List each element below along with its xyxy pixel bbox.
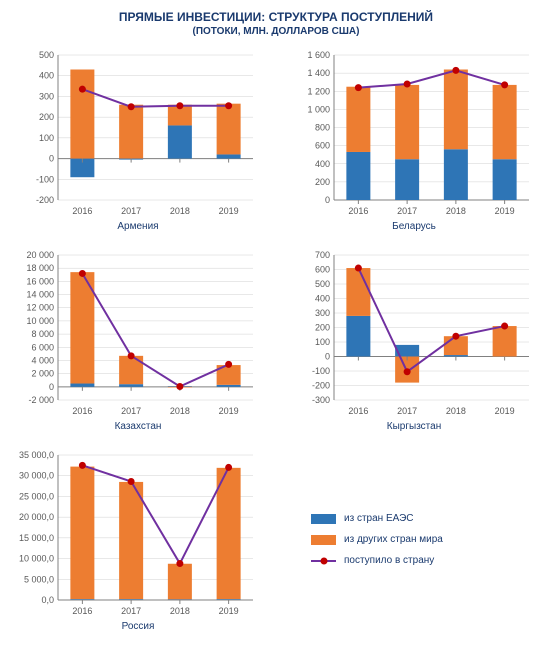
svg-text:2017: 2017 bbox=[397, 206, 417, 216]
svg-text:25 000,0: 25 000,0 bbox=[19, 491, 54, 501]
chart-country-label: Армения bbox=[117, 221, 158, 232]
svg-text:-2 000: -2 000 bbox=[28, 395, 54, 405]
svg-text:35 000,0: 35 000,0 bbox=[19, 450, 54, 460]
page-title: ПРЯМЫЕ ИНВЕСТИЦИИ: СТРУКТУРА ПОСТУПЛЕНИЙ bbox=[10, 10, 542, 24]
chart-Армения: -200 -100 0 100 200 300 400 500 2016 2017 2018 2019 bbox=[13, 47, 263, 217]
page-subtitle: (ПОТОКИ, МЛН. ДОЛЛАРОВ США) bbox=[10, 26, 542, 37]
svg-text:2018: 2018 bbox=[170, 406, 190, 416]
svg-text:2019: 2019 bbox=[219, 406, 239, 416]
legend-label: поступило в страну bbox=[344, 555, 434, 566]
chart-Кыргызстан: -300 -200 -100 0 100 200 300 400 500 600 700 2016 20… bbox=[289, 247, 539, 417]
legend-label: из стран ЕАЭС bbox=[344, 513, 413, 524]
svg-text:2017: 2017 bbox=[121, 406, 141, 416]
svg-text:800: 800 bbox=[315, 123, 330, 133]
svg-text:-200: -200 bbox=[312, 381, 330, 391]
legend-label: из других стран мира bbox=[344, 534, 443, 545]
svg-text:2016: 2016 bbox=[72, 406, 92, 416]
svg-text:5 000,0: 5 000,0 bbox=[24, 574, 54, 584]
svg-text:2019: 2019 bbox=[495, 406, 515, 416]
svg-text:1 600: 1 600 bbox=[307, 50, 330, 60]
svg-text:-100: -100 bbox=[36, 174, 54, 184]
svg-text:100: 100 bbox=[39, 133, 54, 143]
svg-text:2017: 2017 bbox=[121, 206, 141, 216]
svg-text:16 000: 16 000 bbox=[26, 276, 54, 286]
svg-text:200: 200 bbox=[39, 112, 54, 122]
svg-text:20 000: 20 000 bbox=[26, 250, 54, 260]
svg-text:0: 0 bbox=[49, 154, 54, 164]
legend-item-line: поступило в страну bbox=[311, 555, 542, 566]
swatch-line bbox=[311, 560, 336, 562]
chart-Беларусь: 0 200 400 600 800 1 000 1 200 1 400 1 600 2016 201… bbox=[289, 47, 539, 217]
svg-text:2019: 2019 bbox=[495, 206, 515, 216]
svg-text:2018: 2018 bbox=[170, 206, 190, 216]
svg-text:-300: -300 bbox=[312, 395, 330, 405]
svg-text:1 400: 1 400 bbox=[307, 68, 330, 78]
svg-text:2017: 2017 bbox=[397, 406, 417, 416]
svg-text:-200: -200 bbox=[36, 195, 54, 205]
svg-text:10 000,0: 10 000,0 bbox=[19, 554, 54, 564]
svg-text:200: 200 bbox=[315, 177, 330, 187]
svg-text:2016: 2016 bbox=[72, 606, 92, 616]
svg-text:2018: 2018 bbox=[446, 206, 466, 216]
legend-item-other: из других стран мира bbox=[311, 534, 542, 545]
svg-text:0: 0 bbox=[325, 195, 330, 205]
svg-text:400: 400 bbox=[315, 159, 330, 169]
chart-cell: 0,0 5 000,0 10 000,0 15 000,0 20 000,0 25 000… bbox=[10, 447, 266, 632]
chart-Россия: 0,0 5 000,0 10 000,0 15 000,0 20 000,0 25 000… bbox=[13, 447, 263, 617]
svg-text:0: 0 bbox=[49, 382, 54, 392]
svg-text:2 000: 2 000 bbox=[31, 369, 54, 379]
svg-text:10 000: 10 000 bbox=[26, 316, 54, 326]
svg-text:2019: 2019 bbox=[219, 606, 239, 616]
svg-text:2019: 2019 bbox=[219, 206, 239, 216]
svg-text:2016: 2016 bbox=[348, 206, 368, 216]
svg-text:400: 400 bbox=[39, 71, 54, 81]
svg-text:2016: 2016 bbox=[348, 406, 368, 416]
svg-text:100: 100 bbox=[315, 337, 330, 347]
chart-cell: -2 000 0 2 000 4 000 6 000 8 000 10 000 12 000 1… bbox=[10, 247, 266, 432]
svg-text:0,0: 0,0 bbox=[41, 595, 54, 605]
svg-text:18 000: 18 000 bbox=[26, 263, 54, 273]
legend-item-eaeu: из стран ЕАЭС bbox=[311, 513, 542, 524]
chart-country-label: Беларусь bbox=[392, 221, 436, 232]
svg-text:6 000: 6 000 bbox=[31, 342, 54, 352]
svg-text:4 000: 4 000 bbox=[31, 355, 54, 365]
svg-text:200: 200 bbox=[315, 323, 330, 333]
svg-text:12 000: 12 000 bbox=[26, 303, 54, 313]
chart-country-label: Казахстан bbox=[115, 421, 162, 432]
chart-cell: -300 -200 -100 0 100 200 300 400 500 600 700 2016 20… bbox=[286, 247, 542, 432]
swatch-eaeu bbox=[311, 514, 336, 524]
chart-country-label: Кыргызстан bbox=[387, 421, 441, 432]
svg-text:700: 700 bbox=[315, 250, 330, 260]
svg-text:20 000,0: 20 000,0 bbox=[19, 512, 54, 522]
svg-text:-100: -100 bbox=[312, 366, 330, 376]
svg-text:15 000,0: 15 000,0 bbox=[19, 533, 54, 543]
svg-text:300: 300 bbox=[39, 91, 54, 101]
svg-text:14 000: 14 000 bbox=[26, 290, 54, 300]
svg-text:600: 600 bbox=[315, 141, 330, 151]
svg-text:2016: 2016 bbox=[72, 206, 92, 216]
chart-Казахстан: -2 000 0 2 000 4 000 6 000 8 000 10 000 12 000 1… bbox=[13, 247, 263, 417]
svg-text:400: 400 bbox=[315, 294, 330, 304]
chart-cell: 0 200 400 600 800 1 000 1 200 1 400 1 600 2016 201… bbox=[286, 47, 542, 232]
svg-text:1 200: 1 200 bbox=[307, 86, 330, 96]
svg-text:30 000,0: 30 000,0 bbox=[19, 471, 54, 481]
chart-cell: -200 -100 0 100 200 300 400 500 2016 2017 2018 2019… bbox=[10, 47, 266, 232]
svg-text:600: 600 bbox=[315, 265, 330, 275]
legend: из стран ЕАЭС из других стран мира посту… bbox=[286, 447, 542, 632]
chart-country-label: Россия bbox=[122, 621, 155, 632]
svg-text:8 000: 8 000 bbox=[31, 329, 54, 339]
svg-text:1 000: 1 000 bbox=[307, 104, 330, 114]
svg-text:300: 300 bbox=[315, 308, 330, 318]
swatch-other bbox=[311, 535, 336, 545]
svg-text:500: 500 bbox=[39, 50, 54, 60]
svg-text:0: 0 bbox=[325, 352, 330, 362]
svg-text:2017: 2017 bbox=[121, 606, 141, 616]
svg-text:2018: 2018 bbox=[170, 606, 190, 616]
svg-text:500: 500 bbox=[315, 279, 330, 289]
charts-grid: -200 -100 0 100 200 300 400 500 2016 2017 2018 2019… bbox=[10, 47, 542, 632]
svg-text:2018: 2018 bbox=[446, 406, 466, 416]
